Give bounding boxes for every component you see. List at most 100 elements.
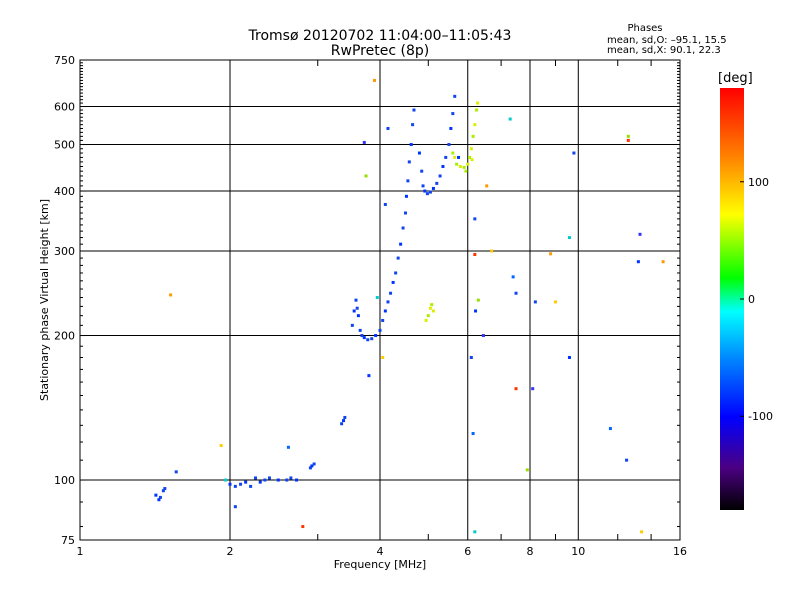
echo-point (473, 530, 477, 534)
phase-stats-x: mean, sd,X: 90.1, 22.3 (607, 45, 721, 56)
echo-point (169, 293, 173, 297)
echo-point (514, 291, 518, 295)
echo-point (258, 480, 262, 484)
echo-point (409, 143, 413, 147)
echo-point (458, 164, 462, 168)
echo-point (253, 476, 257, 480)
echo-point (362, 140, 366, 144)
echo-point (453, 155, 457, 159)
echo-point (239, 482, 243, 486)
echo-point (233, 505, 237, 509)
echo-point (383, 309, 387, 313)
colorbar-tick-label: -100 (748, 410, 773, 423)
echo-point (358, 328, 362, 332)
echo-point (404, 194, 408, 198)
echo-point (567, 355, 571, 359)
echo-point (389, 291, 393, 295)
echo-point (481, 334, 485, 338)
y-tick-label: 200 (54, 330, 75, 343)
echo-point (396, 256, 400, 260)
echo-point (531, 387, 535, 391)
echo-point (608, 427, 612, 431)
echo-point (407, 160, 411, 164)
echo-point (626, 134, 630, 138)
echo-point (473, 123, 477, 127)
tick-layer (80, 59, 680, 541)
echo-point (430, 303, 434, 307)
echo-point (475, 108, 479, 112)
echo-point (423, 189, 427, 193)
echo-points-layer (154, 78, 665, 534)
echo-point (466, 162, 470, 166)
echo-point (308, 466, 312, 470)
colorbar-tick-label: 0 (748, 293, 755, 306)
x-tick-label: 4 (377, 545, 384, 558)
echo-point (636, 260, 640, 264)
echo-point (431, 186, 435, 190)
echo-point (412, 108, 416, 112)
echo-point (468, 155, 472, 159)
echo-point (533, 300, 537, 304)
echo-point (350, 323, 354, 327)
echo-point (441, 164, 445, 168)
x-tick-label: 1 (77, 545, 84, 558)
echo-point (394, 271, 398, 275)
echo-point (249, 484, 253, 488)
echo-point (312, 462, 316, 466)
x-tick-label: 8 (527, 545, 534, 558)
echo-point (219, 444, 223, 448)
tick-label-layer: 1 2 4 6 8 10 16 75 100 200 300 400 500 600 750 (54, 54, 687, 558)
echo-point (471, 432, 475, 436)
echo-point (469, 147, 473, 151)
echo-point (431, 309, 435, 313)
chart-title: Tromsø 20120702 11:04:00–11:05:43 (248, 28, 512, 44)
y-tick-label: 500 (54, 139, 75, 152)
echo-point (340, 422, 344, 426)
echo-point (381, 355, 385, 359)
echo-point (474, 309, 478, 313)
y-tick-label: 300 (54, 245, 75, 258)
echo-point (391, 280, 395, 284)
echo-point (438, 174, 442, 178)
echo-point (343, 415, 347, 419)
echo-point (572, 151, 576, 155)
echo-point (381, 318, 385, 322)
echo-point (444, 155, 448, 159)
echo-point (373, 78, 377, 82)
echo-point (289, 476, 293, 480)
echo-point (161, 489, 165, 493)
echo-point (638, 232, 642, 236)
echo-point (386, 300, 390, 304)
echo-point (285, 478, 289, 482)
echo-point (447, 143, 451, 147)
echo-point (464, 169, 468, 173)
echo-point (157, 498, 161, 502)
echo-point (403, 211, 407, 215)
echo-point (174, 470, 178, 474)
echo-point (286, 445, 290, 449)
echo-point (406, 179, 410, 183)
echo-point (354, 298, 358, 302)
echo-point (553, 300, 557, 304)
colorbar-label: [deg] (718, 71, 753, 86)
grid-layer (80, 60, 680, 540)
echo-point (449, 126, 453, 130)
echo-point (476, 101, 480, 105)
echo-point (640, 530, 644, 534)
echo-point (276, 478, 280, 482)
echo-point (567, 236, 571, 240)
y-tick-label: 100 (54, 474, 75, 487)
echo-point (154, 493, 158, 497)
echo-point (411, 123, 415, 127)
echo-point (457, 155, 461, 159)
echo-point (476, 298, 480, 302)
echo-point (453, 94, 457, 98)
x-tick-label: 6 (464, 545, 471, 558)
y-tick-label: 75 (61, 534, 75, 547)
echo-point (525, 468, 529, 472)
echo-point (462, 165, 466, 169)
echo-point (224, 478, 228, 482)
echo-point (471, 134, 475, 138)
echo-point (364, 174, 368, 178)
echo-point (425, 192, 429, 196)
